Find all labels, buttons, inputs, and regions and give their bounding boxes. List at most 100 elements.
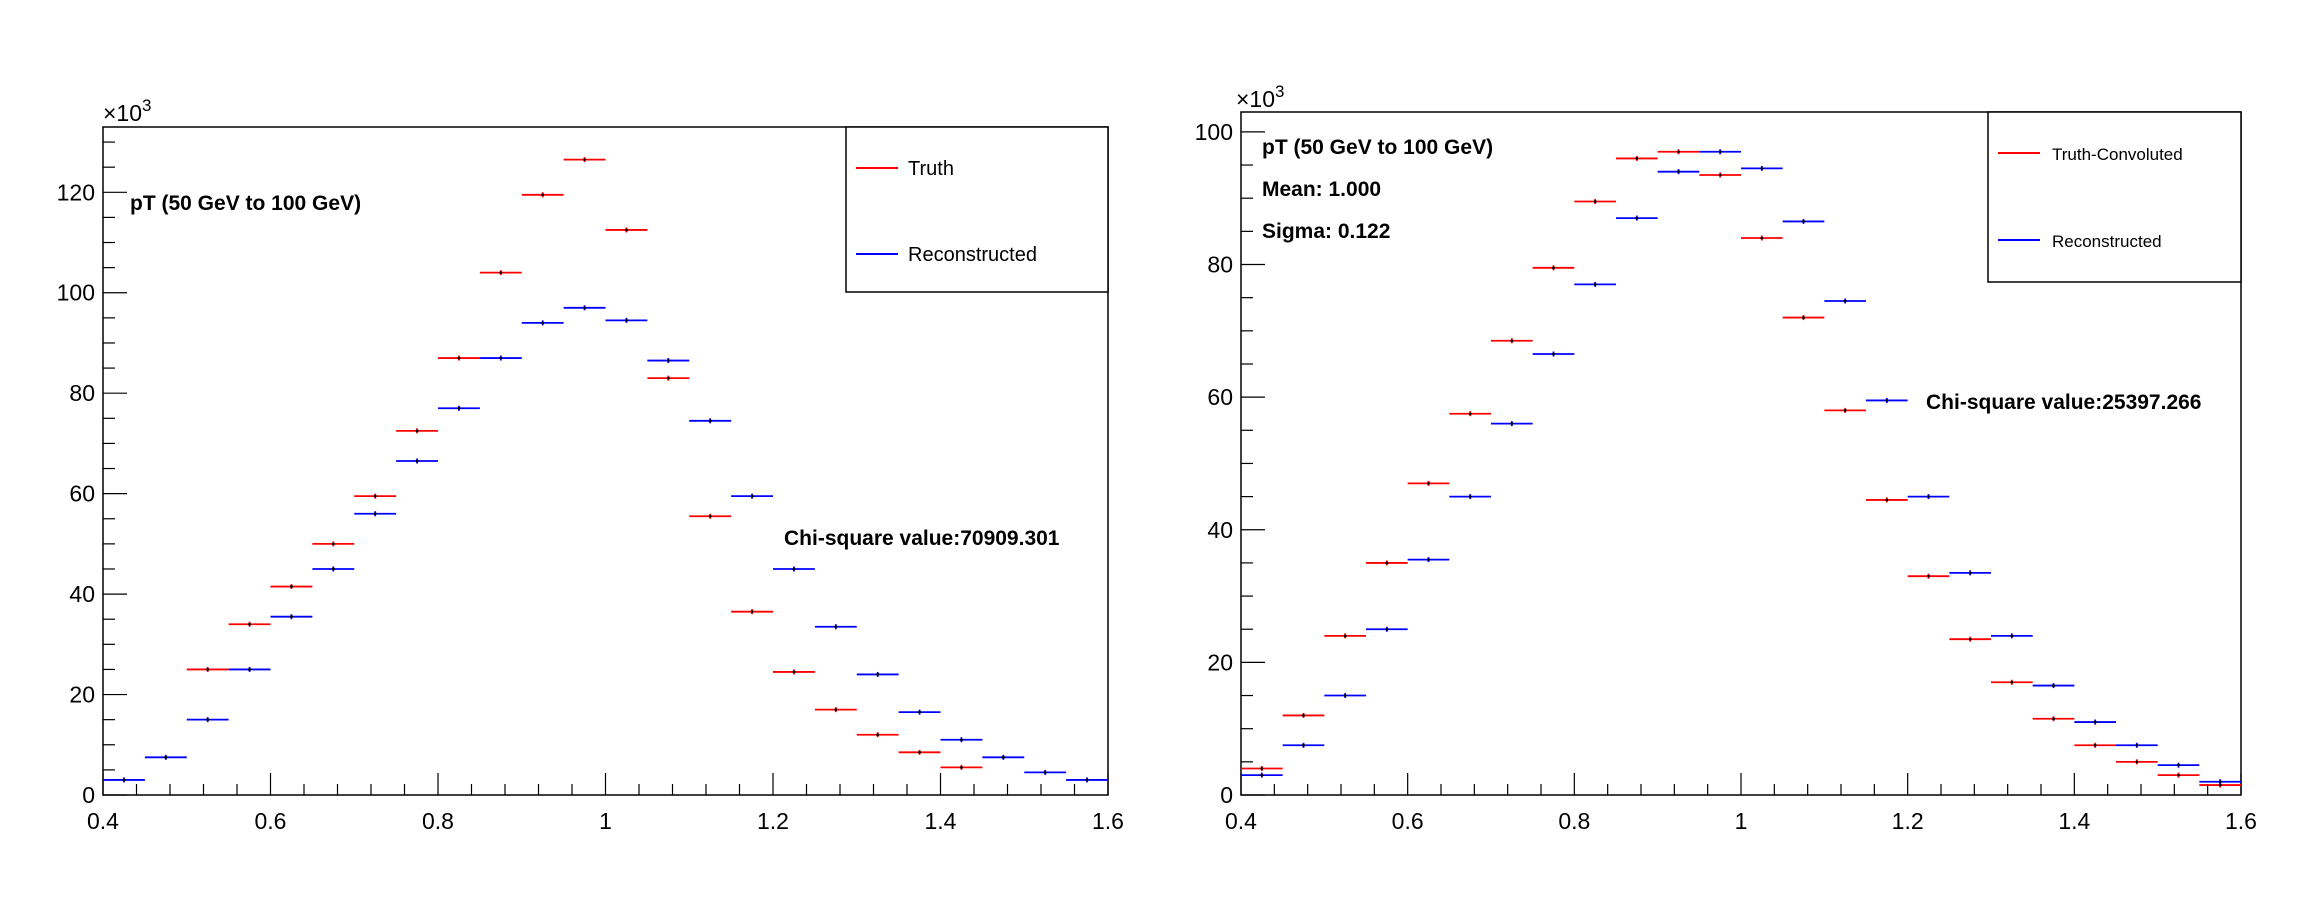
data-point [2157, 762, 2200, 768]
legend-box [845, 126, 1109, 293]
y-tick-label: 20 [1207, 649, 1233, 675]
point-marker [1968, 571, 1972, 575]
data-point [1741, 235, 1783, 241]
point-marker [499, 271, 503, 275]
point-marker [666, 376, 670, 380]
point-marker [1510, 422, 1514, 426]
data-point [396, 458, 438, 464]
x-tick-label: 0.6 [1392, 808, 1424, 834]
point-marker [2135, 743, 2139, 747]
point-marker [206, 668, 210, 671]
data-point [2074, 742, 2116, 748]
legend-box [1987, 111, 2242, 283]
point-marker [1302, 743, 1305, 747]
y-tick-label: 120 [57, 179, 95, 205]
x-tick-label: 0.4 [1225, 808, 1257, 834]
data-point [1282, 712, 1325, 718]
data-point [144, 754, 187, 760]
point-marker [834, 625, 838, 629]
data-point [647, 375, 690, 381]
data-point [689, 513, 732, 519]
data-point [563, 305, 606, 311]
y-tick-label: 60 [1207, 384, 1233, 410]
x-tick-label: 1.2 [757, 808, 789, 834]
data-point [898, 709, 941, 715]
data-point [1449, 494, 1491, 500]
data-point [647, 358, 690, 364]
point-marker [1802, 220, 1805, 223]
point-marker [1085, 778, 1089, 782]
x-tick-label: 0.6 [255, 808, 287, 834]
data-point [1241, 772, 1283, 778]
x-tick-label: 0.8 [1558, 808, 1590, 834]
point-marker [373, 494, 377, 498]
data-point [1574, 199, 1616, 205]
data-point [1991, 633, 2033, 639]
data-point [773, 566, 815, 572]
point-marker [708, 419, 712, 423]
point-marker [1677, 150, 1680, 154]
data-point [521, 192, 564, 198]
point-marker [122, 778, 126, 782]
exponent-power: 3 [1275, 82, 1284, 101]
x-tick-label: 1.4 [2058, 808, 2090, 834]
point-marker [1385, 561, 1389, 565]
data-point [689, 418, 732, 424]
data-point [1532, 351, 1575, 357]
chart-panel-2: 0.4 0.6 0.8 1 1.2 1.4 1.6 0 20 40 60 80 100×103 Truth… [1195, 82, 2257, 834]
point-marker [499, 356, 503, 360]
data-point [521, 320, 564, 326]
y-tick-label: 100 [57, 280, 95, 306]
point-marker [1885, 498, 1889, 502]
point-marker [750, 610, 754, 614]
data-point [1699, 149, 1741, 155]
point-marker [1927, 495, 1930, 499]
data-point [1866, 497, 1908, 503]
annotation-title: pT (50 GeV to 100 GeV) [130, 192, 361, 215]
legend-label: Truth-Convoluted [2052, 145, 2183, 164]
point-marker [1885, 399, 1889, 402]
point-marker [834, 708, 838, 712]
point-marker [290, 615, 293, 619]
point-marker [1260, 773, 1264, 777]
annotation-chi-square: Chi-square value:70909.301 [784, 527, 1060, 550]
data-point [1449, 411, 1491, 417]
series-truth-convoluted [1241, 149, 2241, 788]
point-marker [1593, 200, 1597, 203]
point-marker [1927, 574, 1930, 578]
data-point [605, 227, 648, 233]
series-truth [186, 157, 983, 770]
point-marker [248, 622, 251, 626]
exponent-power: 3 [142, 96, 151, 115]
point-marker [583, 306, 586, 310]
point-marker [457, 406, 461, 410]
point-marker [2093, 720, 2097, 724]
x-tick-label: 1.4 [925, 808, 957, 834]
data-point [814, 624, 857, 630]
data-point [1241, 765, 1283, 771]
point-marker [164, 755, 168, 759]
exponent-base: ×10 [103, 100, 142, 126]
point-marker [415, 429, 419, 433]
data-point [1741, 165, 1783, 171]
data-point [1824, 407, 1866, 413]
y-tick-label: 0 [82, 782, 95, 808]
x-tick-label: 1.6 [1092, 808, 1124, 834]
data-point [228, 666, 271, 672]
point-marker [2218, 783, 2222, 787]
x-tick-label: 1 [1735, 808, 1748, 834]
point-marker [1718, 150, 1722, 154]
data-point [2157, 772, 2200, 778]
legend-label: Truth [908, 158, 954, 180]
point-marker [248, 668, 251, 671]
point-marker [1760, 166, 1764, 170]
data-point [814, 707, 857, 713]
chart-panel-1: 0.4 0.6 0.8 1 1.2 1.4 1.6 0 20 40 60 80 100 120 ×103 Tr… [57, 96, 1124, 834]
point-marker [2093, 743, 2097, 747]
point-marker [2010, 680, 2014, 684]
point-marker [1843, 408, 1847, 412]
data-point [940, 737, 983, 743]
y-tick-label: 80 [1207, 252, 1233, 278]
point-marker [373, 512, 377, 516]
data-point [1324, 693, 1366, 699]
